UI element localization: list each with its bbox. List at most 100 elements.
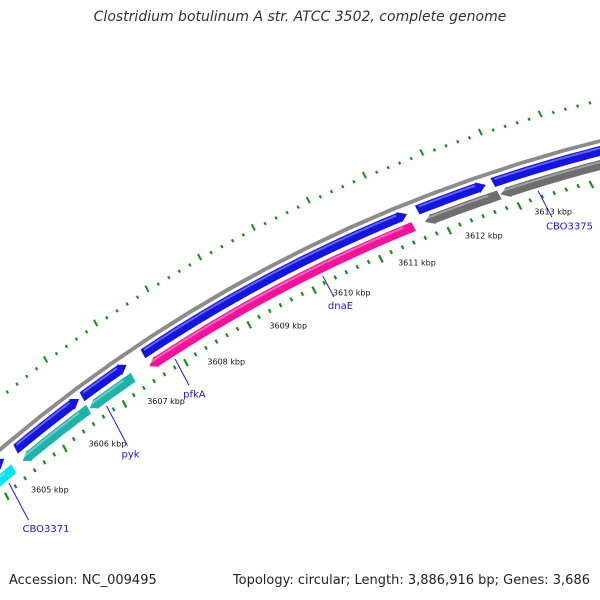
scale-tick: [214, 339, 219, 344]
outer-tick: [250, 223, 256, 231]
scale-tick: [564, 187, 569, 192]
feature-highlight: [501, 161, 600, 192]
outer-tick: [503, 124, 507, 129]
scale-tick: [322, 280, 327, 286]
outer-tick: [432, 148, 437, 152]
scale-tick: [504, 205, 509, 211]
feature-highlight: [23, 412, 80, 458]
gene-labels: CBO3371 pyk pfkA dnaE CBO3375: [8, 190, 593, 535]
outer-tick: [230, 238, 235, 243]
outer-tick: [361, 171, 367, 179]
outer-tick: [444, 143, 448, 148]
feature-forward-3: [140, 212, 408, 359]
scale-label: 3611 kbp: [398, 258, 436, 267]
scale-tick: [4, 492, 10, 501]
outer-tick: [125, 302, 129, 306]
feature-highlight: [0, 472, 5, 479]
outer-tick: [375, 170, 379, 175]
scale-tick: [71, 436, 76, 442]
scale-tick: [355, 264, 360, 270]
feature-highlight: [82, 367, 118, 394]
scale-tick: [400, 244, 405, 250]
outer-tick: [397, 161, 402, 165]
scale-tick: [42, 459, 47, 465]
scale-label: 3612 kbp: [465, 232, 503, 241]
feature-forward-0: [0, 458, 5, 470]
scale-tick: [142, 385, 146, 391]
feature-highlight: [426, 194, 489, 220]
scale-tick: [540, 194, 545, 199]
feature-highlight: [493, 147, 600, 180]
scale-tick: [32, 467, 37, 473]
scale-tick: [257, 314, 261, 320]
scale-tick: [111, 407, 116, 412]
outer-tick: [177, 269, 181, 274]
scale-tick: [81, 429, 86, 434]
feature-highlight: [16, 401, 71, 446]
outer-tick: [527, 117, 531, 122]
scale-tick: [457, 222, 462, 227]
outer-tick: [537, 110, 543, 118]
feature-forward-5: [490, 145, 600, 187]
scale-tick-marks: [4, 180, 595, 501]
scale-label: 3610 kbp: [333, 288, 371, 297]
outer-tick: [515, 120, 519, 125]
scale-label: 3613 kbp: [534, 208, 572, 217]
outer-tick: [84, 329, 89, 334]
scale-tick: [162, 371, 167, 377]
scale-tick: [235, 326, 240, 332]
gene-label: CBO3371: [23, 524, 70, 535]
scale-tick: [469, 218, 474, 223]
outer-tick: [386, 165, 390, 170]
feature-reverse-11: [500, 160, 600, 197]
outer-tick: [409, 156, 413, 161]
scale-tick: [481, 213, 486, 219]
scale-tick: [411, 240, 416, 245]
outer-tick: [197, 253, 203, 261]
scale-tick: [423, 235, 428, 241]
feature-reverse-8: [89, 372, 136, 409]
outer-tick: [74, 337, 79, 341]
outer-tick: [93, 319, 99, 327]
outer-tick: [5, 390, 9, 394]
outer-tick-marks: [5, 101, 592, 394]
map-title: Clostridium botulinum A str. ATCC 3502, …: [93, 9, 507, 25]
outer-tick: [329, 189, 334, 194]
gene-label-line: [8, 482, 29, 521]
scale-tick: [311, 285, 317, 295]
gene-label: pyk: [122, 450, 140, 461]
outer-tick: [341, 184, 345, 189]
outer-tick: [220, 244, 224, 249]
gene-label-line: [174, 358, 190, 386]
outer-tick: [352, 179, 356, 184]
scale-tick: [516, 201, 523, 211]
scale-tick: [193, 352, 198, 357]
outer-tick: [318, 194, 322, 199]
scale-label: 3609 kbp: [269, 321, 307, 330]
outer-tick: [467, 135, 472, 140]
accession-text: Accession: NC_009495: [9, 573, 157, 588]
scale-tick: [588, 180, 595, 189]
feature-reverse-10: [425, 190, 502, 224]
outer-tick: [209, 250, 213, 255]
scale-tick: [121, 399, 128, 409]
gene-label: CBO3375: [546, 221, 593, 232]
outer-tick: [563, 107, 568, 112]
scale-tick: [225, 332, 229, 338]
outer-tick: [105, 315, 109, 320]
outer-tick: [54, 351, 59, 356]
outer-tick: [188, 263, 192, 267]
scale-tick: [131, 392, 136, 398]
outer-tick: [15, 382, 19, 387]
feature-reverse-7: [22, 404, 92, 462]
scale-tick: [246, 320, 252, 329]
scale-tick: [62, 444, 68, 453]
scale-tick: [172, 365, 177, 370]
feature-forward-4: [414, 182, 486, 215]
outer-tick: [263, 221, 267, 226]
scale-tick: [333, 275, 338, 280]
scale-tick: [52, 452, 57, 457]
outer-tick: [575, 104, 580, 108]
scale-tick: [366, 259, 371, 265]
